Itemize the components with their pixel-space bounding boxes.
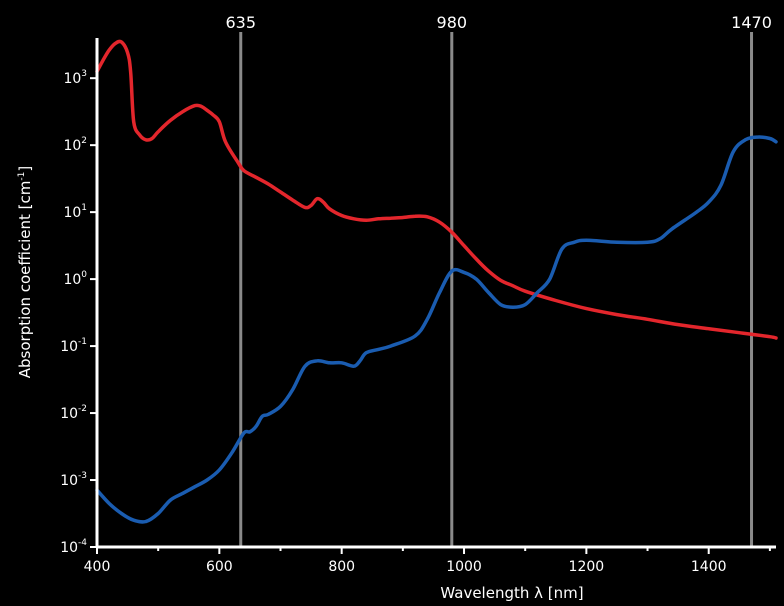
x-ticks: 400 600 800 1000 1200 1400 bbox=[84, 547, 771, 575]
y-tick-label-0: 100 bbox=[63, 270, 87, 288]
y-tick-exponent: -3 bbox=[78, 471, 87, 481]
y-tick-base: 10 bbox=[63, 71, 81, 87]
y-tick-base: 10 bbox=[63, 205, 81, 221]
y-tick-label-3: 103 bbox=[63, 69, 87, 87]
y-tick-label--1: 10-1 bbox=[60, 337, 87, 355]
y-axis-title-base: Absorption coefficient [cm bbox=[16, 181, 34, 379]
marker-label-1470: 1470 bbox=[731, 13, 772, 32]
x-tick-label-1200: 1200 bbox=[569, 559, 605, 575]
y-axis-title: Absorption coefficient [cm-1] bbox=[16, 166, 34, 378]
y-tick-label--2: 10-2 bbox=[60, 404, 87, 422]
y-tick-base: 10 bbox=[60, 406, 78, 422]
y-tick-label-2: 102 bbox=[63, 136, 87, 154]
x-tick-label-1400: 1400 bbox=[691, 559, 727, 575]
y-axis-title-end: ] bbox=[16, 166, 34, 172]
marker-lines: 635 980 1470 bbox=[225, 13, 772, 547]
y-tick-exponent: -1 bbox=[78, 337, 87, 347]
y-tick-exponent: 3 bbox=[81, 69, 87, 79]
axes bbox=[95, 38, 776, 549]
y-tick-exponent: 2 bbox=[81, 136, 87, 146]
x-tick-label-1000: 1000 bbox=[446, 559, 482, 575]
x-tick-label-800: 800 bbox=[328, 559, 355, 575]
y-tick-exponent: -2 bbox=[78, 404, 87, 414]
y-tick-label--4: 10-4 bbox=[60, 538, 87, 556]
x-tick-label-400: 400 bbox=[84, 559, 111, 575]
y-tick-label--3: 10-3 bbox=[60, 471, 87, 489]
marker-label-980: 980 bbox=[437, 13, 468, 32]
y-tick-exponent: 0 bbox=[81, 270, 87, 280]
series-line-red bbox=[95, 39, 778, 340]
x-axis-title: Wavelength λ [nm] bbox=[440, 584, 583, 602]
series-line-blue bbox=[95, 135, 778, 524]
y-tick-label-1: 101 bbox=[63, 203, 87, 221]
y-axis-title-exponent: -1 bbox=[17, 172, 27, 181]
y-tick-exponent: -4 bbox=[78, 538, 87, 548]
y-tick-base: 10 bbox=[60, 540, 78, 556]
series-lines bbox=[95, 39, 778, 524]
x-tick-label-600: 600 bbox=[206, 559, 233, 575]
y-tick-base: 10 bbox=[63, 138, 81, 154]
marker-label-635: 635 bbox=[225, 13, 256, 32]
y-tick-base: 10 bbox=[60, 473, 78, 489]
y-tick-exponent: 1 bbox=[81, 203, 87, 213]
y-tick-base: 10 bbox=[63, 272, 81, 288]
y-tick-base: 10 bbox=[60, 339, 78, 355]
